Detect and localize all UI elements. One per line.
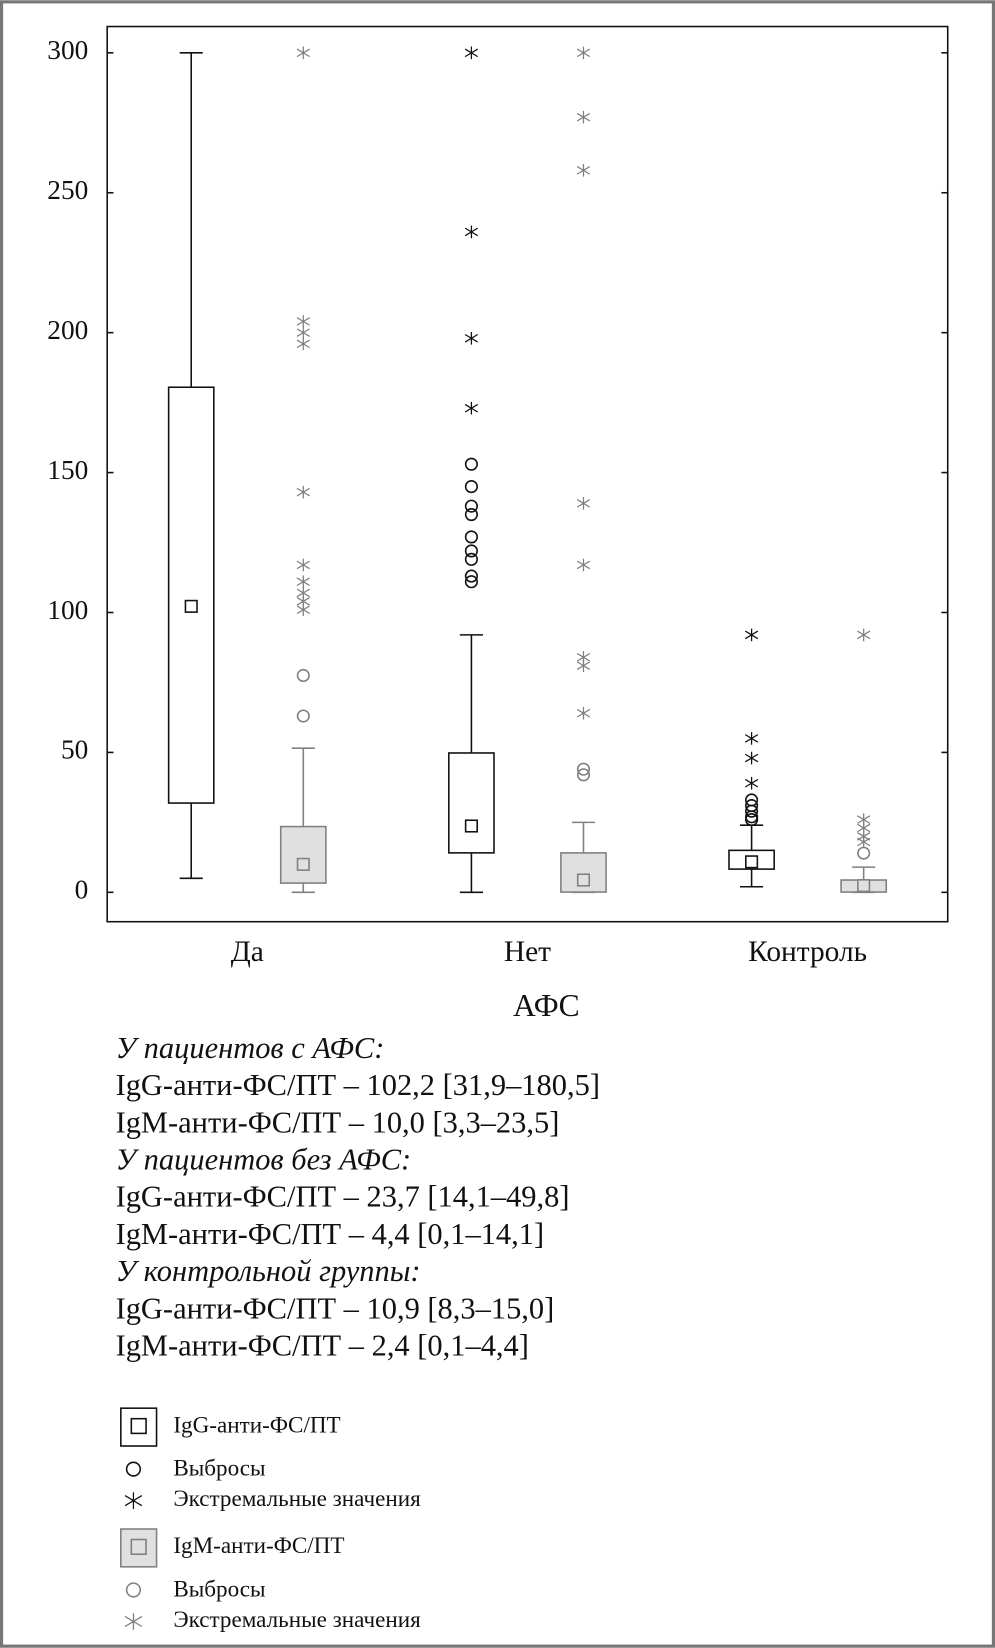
summary-line: IgM-анти-ФС/ПТ – 4,4 [0,1–14,1] xyxy=(116,1217,545,1251)
extreme xyxy=(744,751,759,765)
legend-label: IgM-анти-ФС/ПТ xyxy=(173,1532,344,1558)
y-tick-label: 250 xyxy=(47,175,88,205)
extreme xyxy=(576,46,591,60)
outlier xyxy=(296,709,310,723)
y-tick-label: 0 xyxy=(75,875,89,905)
y-tick-label: 100 xyxy=(47,595,88,625)
extreme xyxy=(296,337,310,351)
box xyxy=(448,752,495,854)
median xyxy=(184,599,198,613)
outlier xyxy=(464,552,478,566)
extreme xyxy=(744,732,759,745)
median xyxy=(745,855,759,869)
summary-heading: У контрольной группы: xyxy=(116,1254,421,1288)
legend-label: Экстремальные значения xyxy=(173,1606,421,1632)
summary-line: IgG-анти-ФС/ПТ – 102,2 [31,9–180,5] xyxy=(116,1068,600,1102)
outlier xyxy=(576,762,591,776)
legend-extreme xyxy=(124,1613,143,1630)
extreme xyxy=(296,558,310,572)
extreme xyxy=(296,315,310,328)
legend-outlier xyxy=(125,1461,142,1477)
extreme xyxy=(296,485,310,499)
summary-line: IgM-анти-ФС/ПТ – 10,0 [3,3–23,5] xyxy=(116,1105,560,1139)
outlier xyxy=(464,569,478,583)
legend-extreme xyxy=(124,1492,143,1510)
outlier xyxy=(464,507,478,522)
outlier xyxy=(464,499,478,513)
median xyxy=(464,819,478,833)
summary-line: IgM-анти-ФС/ПТ – 2,4 [0,1–4,4] xyxy=(116,1328,529,1362)
extreme xyxy=(576,164,591,177)
extreme xyxy=(296,603,310,617)
legend-median xyxy=(130,1417,147,1435)
extreme xyxy=(576,110,591,124)
median xyxy=(857,879,871,893)
x-tick-label: Контроль xyxy=(748,936,867,968)
extreme xyxy=(464,46,479,60)
box xyxy=(279,825,327,884)
outlier xyxy=(745,804,759,818)
outlier xyxy=(464,457,478,471)
outlier xyxy=(576,768,591,782)
y-tick-label: 200 xyxy=(47,315,88,345)
legend-label: Экстремальные значения xyxy=(173,1485,421,1511)
summary-heading: У пациентов без АФС: xyxy=(116,1143,412,1177)
extreme xyxy=(576,706,591,720)
y-tick-label: 300 xyxy=(47,35,88,65)
legend-label: IgG-анти-ФС/ПТ xyxy=(173,1411,340,1437)
extreme xyxy=(296,46,310,60)
legend-outlier xyxy=(125,1582,142,1598)
extreme xyxy=(464,401,479,415)
median xyxy=(296,857,310,871)
summary-heading: У пациентов с АФС: xyxy=(116,1031,385,1065)
extreme xyxy=(576,497,591,510)
legend-median xyxy=(130,1538,147,1556)
outlier xyxy=(464,575,478,589)
extreme xyxy=(857,628,871,642)
outlier xyxy=(296,668,310,683)
x-axis-label: АФС xyxy=(513,988,580,1023)
outlier xyxy=(464,544,478,558)
extreme xyxy=(464,331,479,345)
plot-frame xyxy=(106,25,949,923)
legend-label: Выбросы xyxy=(173,1454,265,1480)
extreme xyxy=(296,326,310,339)
outlier xyxy=(464,530,478,544)
summary-line: IgG-анти-ФС/ПТ – 23,7 [14,1–49,8] xyxy=(116,1180,570,1214)
extreme xyxy=(744,628,759,642)
extreme xyxy=(857,835,871,849)
y-tick-label: 50 xyxy=(61,735,88,765)
summary-line: IgG-анти-ФС/ПТ – 10,9 [8,3–15,0] xyxy=(116,1291,555,1325)
outlier xyxy=(745,813,759,827)
x-tick-label: Да xyxy=(231,936,264,968)
legend-label: Выбросы xyxy=(173,1575,265,1601)
extreme xyxy=(464,225,479,239)
median xyxy=(576,873,591,887)
outlier xyxy=(464,480,478,494)
extreme xyxy=(576,659,591,672)
extreme xyxy=(296,575,310,589)
box xyxy=(167,386,215,804)
x-tick-label: Нет xyxy=(504,936,551,968)
extreme xyxy=(576,558,591,572)
y-tick-label: 150 xyxy=(47,455,88,485)
extreme xyxy=(744,776,759,790)
